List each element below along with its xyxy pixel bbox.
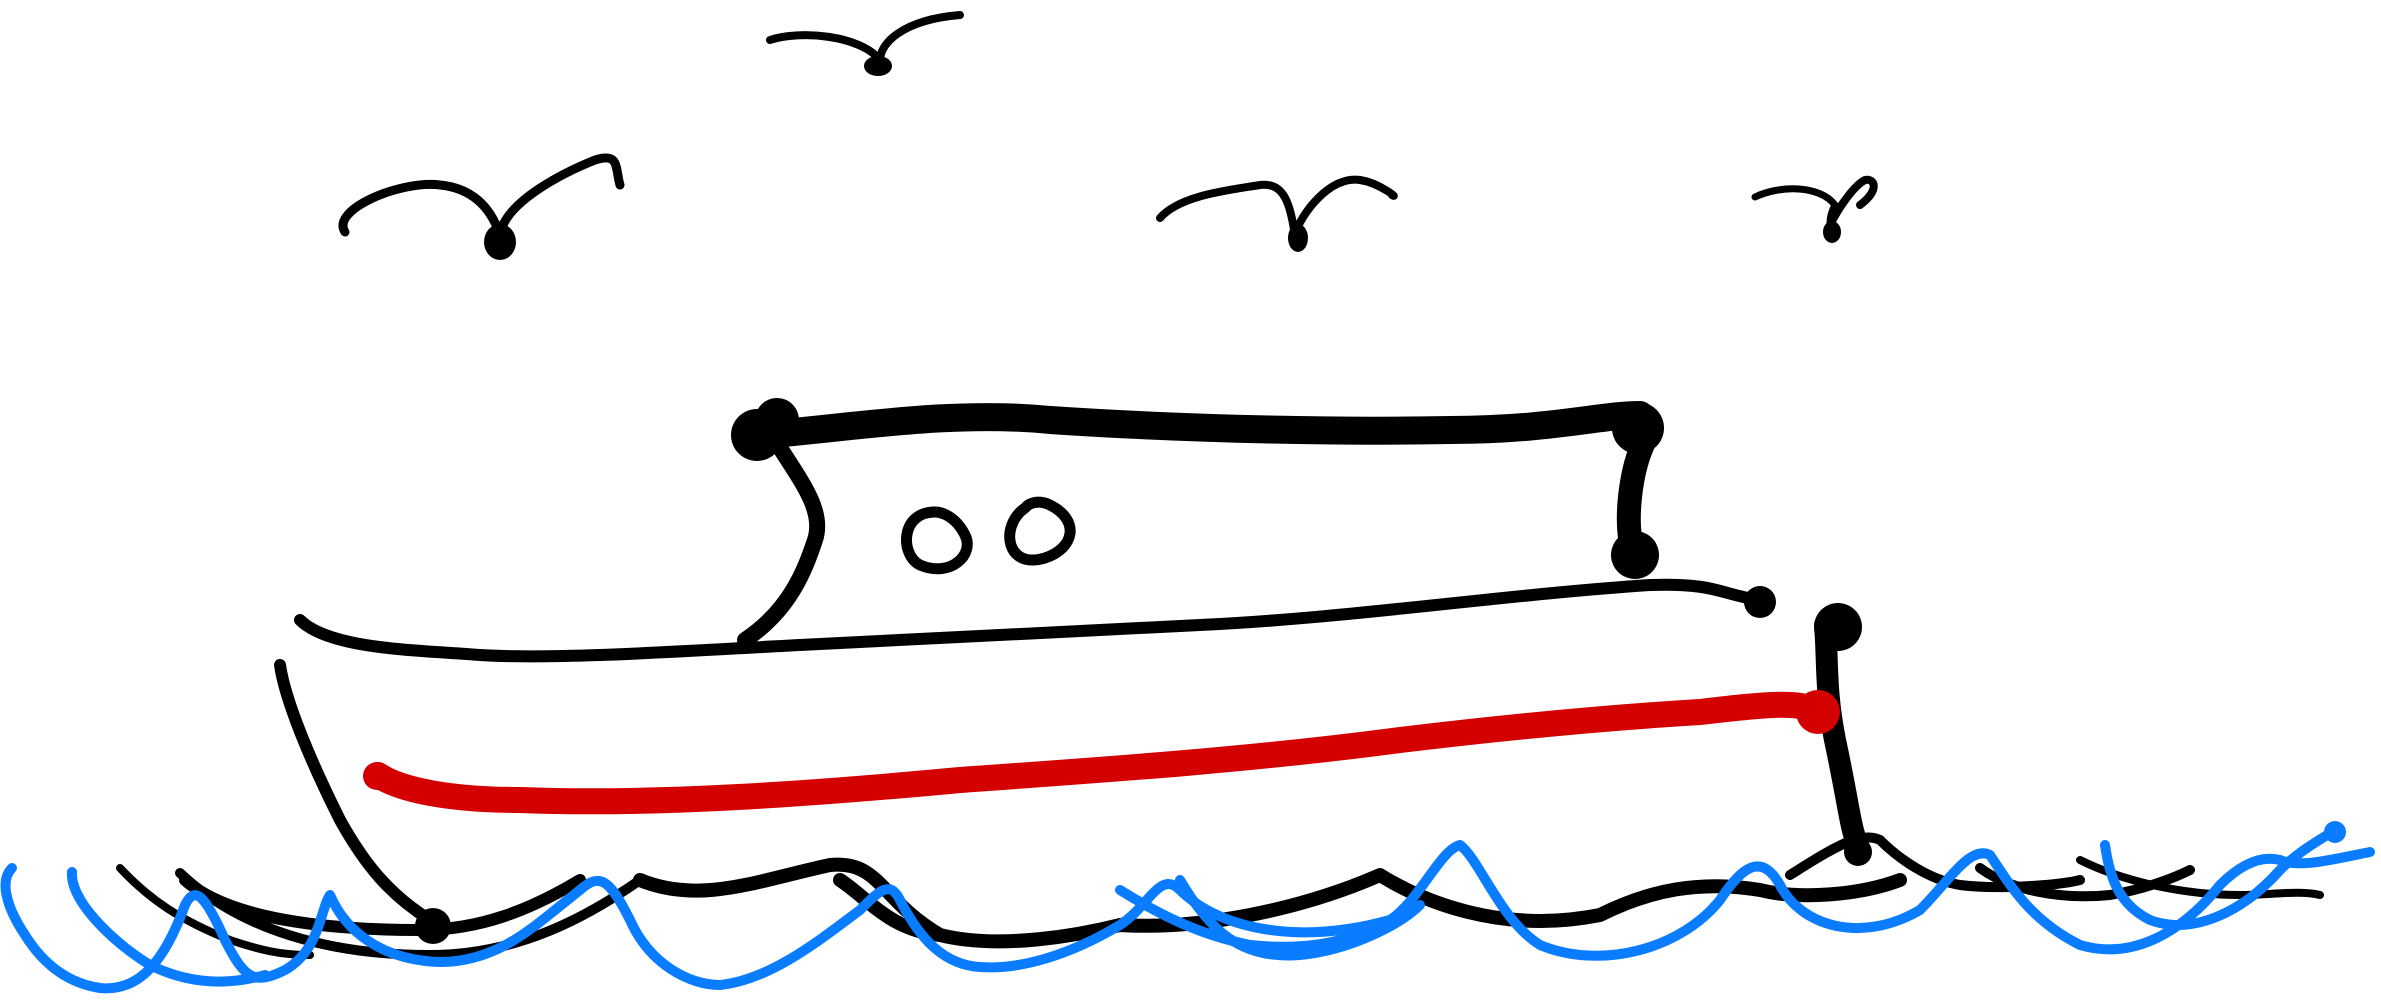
seagull-icon xyxy=(1156,175,1398,252)
seagull-icon xyxy=(338,153,625,260)
boat-icon xyxy=(179,398,1907,949)
porthole xyxy=(901,506,973,575)
seagull-icon xyxy=(1751,175,1878,243)
waves-icon xyxy=(0,821,2375,994)
seagull-icon xyxy=(766,11,964,76)
porthole xyxy=(1004,496,1076,566)
